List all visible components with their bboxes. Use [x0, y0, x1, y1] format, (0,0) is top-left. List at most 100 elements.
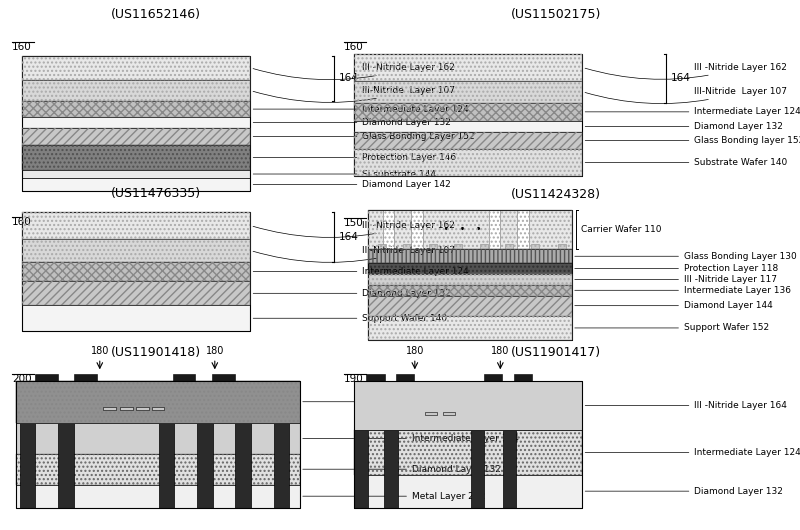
Bar — [368, 210, 572, 340]
Bar — [484, 374, 502, 381]
Bar — [470, 430, 484, 508]
Bar — [382, 210, 394, 250]
Text: III-Nitride  Layer 107: III-Nitride Layer 107 — [253, 246, 455, 262]
Bar — [103, 407, 116, 410]
Text: Diamond Layer 144: Diamond Layer 144 — [574, 301, 773, 310]
Bar — [22, 117, 250, 128]
Bar — [22, 128, 250, 145]
Text: 160: 160 — [12, 217, 32, 227]
Text: Protection Layer 118: Protection Layer 118 — [574, 264, 778, 273]
Text: Diamond Layer 132: Diamond Layer 132 — [302, 465, 501, 474]
Bar — [354, 54, 582, 176]
Text: III -Nitride Layer 117: III -Nitride Layer 117 — [574, 275, 777, 284]
Bar — [354, 430, 368, 508]
Bar — [22, 56, 250, 191]
Text: Diamond Layer 142: Diamond Layer 142 — [253, 180, 451, 189]
Bar — [235, 423, 251, 508]
Bar — [22, 212, 250, 331]
Text: 190: 190 — [344, 374, 364, 384]
Text: III -Nitride Layer 162: III -Nitride Layer 162 — [585, 63, 787, 80]
Text: Support Wafer 152: Support Wafer 152 — [574, 323, 769, 332]
Text: Intermediate Layer 124: Intermediate Layer 124 — [253, 104, 469, 113]
Bar — [368, 210, 572, 250]
Bar — [58, 423, 74, 508]
Bar — [354, 103, 582, 121]
Bar — [368, 296, 572, 316]
Bar — [378, 243, 386, 250]
Bar — [74, 374, 97, 381]
Text: Intermediate Layer 124: Intermediate Layer 124 — [585, 108, 800, 117]
Bar — [354, 81, 582, 103]
Text: III -Nitride Layer 162: III -Nitride Layer 162 — [253, 63, 455, 80]
Text: 180: 180 — [406, 346, 424, 356]
Bar — [16, 381, 300, 423]
Bar — [22, 145, 250, 170]
Bar — [16, 454, 300, 484]
Bar — [354, 381, 582, 508]
Bar — [152, 407, 164, 410]
Bar — [442, 412, 455, 416]
Bar — [22, 281, 250, 305]
Text: Glass Bonding Layer 130: Glass Bonding Layer 130 — [574, 252, 797, 261]
Bar — [368, 274, 572, 285]
Text: III -Nitride Layer 164: III -Nitride Layer 164 — [585, 401, 787, 410]
Bar — [354, 149, 582, 176]
Bar — [22, 170, 250, 179]
Text: Substrate Wafer 140: Substrate Wafer 140 — [585, 158, 788, 167]
Bar — [354, 381, 582, 430]
Bar — [368, 210, 572, 250]
Bar — [22, 239, 250, 262]
Bar — [22, 101, 250, 117]
Bar — [411, 210, 422, 250]
Bar — [22, 101, 250, 117]
Text: Diamond Layer 132: Diamond Layer 132 — [585, 122, 783, 131]
Bar — [354, 103, 582, 121]
Bar — [22, 281, 250, 305]
Bar — [384, 430, 398, 508]
Text: Si substrate 144: Si substrate 144 — [253, 170, 437, 179]
Bar — [368, 316, 572, 340]
Bar — [136, 407, 149, 410]
Text: Metal Layer 202: Metal Layer 202 — [302, 492, 485, 501]
Bar — [22, 262, 250, 281]
Bar — [354, 149, 582, 176]
Bar — [505, 243, 513, 250]
Bar — [489, 210, 500, 250]
Bar — [354, 54, 582, 81]
Bar — [22, 128, 250, 145]
Text: 160: 160 — [344, 42, 364, 52]
Text: 150: 150 — [344, 218, 364, 228]
Bar — [16, 381, 300, 423]
Bar — [19, 423, 35, 508]
Bar — [396, 374, 414, 381]
Text: 164: 164 — [670, 73, 690, 83]
Bar — [16, 381, 300, 508]
Text: Intermediate Layer 136: Intermediate Layer 136 — [574, 286, 791, 295]
Bar — [354, 430, 582, 474]
Text: Intermediate Layer 124: Intermediate Layer 124 — [253, 267, 469, 276]
Bar — [558, 243, 566, 250]
Text: (US11901417): (US11901417) — [511, 346, 601, 359]
Bar — [354, 381, 582, 430]
Bar — [22, 262, 250, 281]
Bar — [274, 423, 290, 508]
Bar — [368, 285, 572, 296]
Bar — [212, 374, 234, 381]
Bar — [480, 243, 488, 250]
Text: (US11901418): (US11901418) — [111, 346, 201, 359]
Bar — [454, 243, 462, 250]
Bar — [16, 381, 300, 423]
Bar — [425, 412, 437, 416]
Text: (US11502175): (US11502175) — [511, 8, 601, 21]
Bar — [22, 239, 250, 262]
Text: Intermediate Layer 124: Intermediate Layer 124 — [302, 434, 518, 443]
Bar — [531, 243, 539, 250]
Text: 164: 164 — [338, 73, 358, 83]
Text: 200: 200 — [12, 374, 32, 384]
Bar — [22, 56, 250, 80]
Text: Carrier Wafer 110: Carrier Wafer 110 — [581, 225, 662, 234]
Bar — [514, 374, 532, 381]
Text: 164: 164 — [338, 232, 358, 242]
Bar — [402, 243, 411, 250]
Bar — [366, 374, 385, 381]
